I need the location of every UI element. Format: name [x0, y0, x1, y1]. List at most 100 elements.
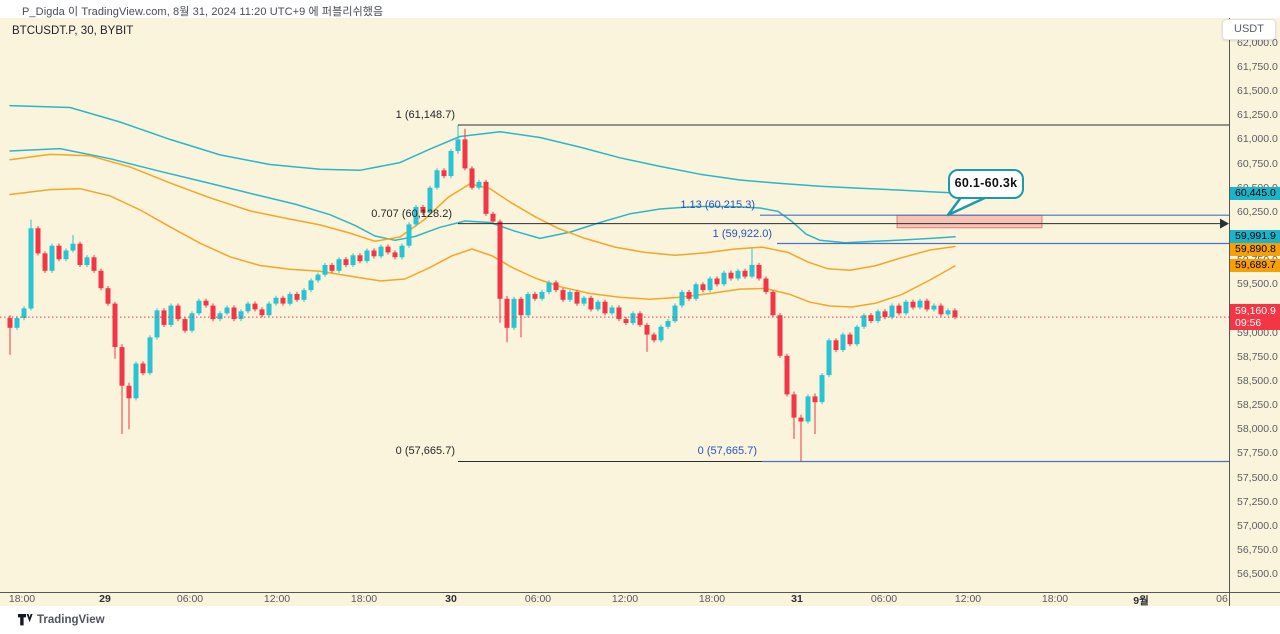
- price-axis[interactable]: 62,000.0 61,750.0 61,500.0 61,250.0 61,000.0…: [1230, 18, 1280, 592]
- time-tick-label: 06:00: [176, 593, 204, 605]
- fib-level-label: 1 (61,148.7): [395, 109, 455, 122]
- candle-body: [770, 292, 776, 316]
- candle-body: [868, 315, 874, 321]
- highlight-zone[interactable]: [896, 214, 1043, 229]
- price-tick-label: 61,750.0: [1237, 60, 1278, 73]
- candle-body: [756, 265, 762, 279]
- candle-body: [938, 305, 944, 315]
- candle-body: [546, 282, 552, 293]
- candle-body: [357, 255, 363, 262]
- indicator-price-tag: 59,991.9: [1230, 230, 1280, 244]
- candle-body: [469, 168, 475, 188]
- candle-body: [910, 301, 916, 308]
- candle-body: [301, 290, 307, 300]
- candle-body: [308, 280, 314, 291]
- symbol-legend[interactable]: BTCUSDT.P, 30, BYBIT: [12, 25, 134, 37]
- candle-body: [952, 310, 958, 318]
- time-tick-label: 9월: [1133, 595, 1149, 607]
- candle-body: [112, 303, 118, 348]
- candle-body: [812, 396, 818, 403]
- candle-body: [196, 300, 202, 314]
- fib-level-label: 0 (57,665.7): [395, 445, 455, 458]
- candle-body: [238, 311, 244, 319]
- candle-body: [336, 259, 342, 271]
- candle-body: [399, 245, 405, 258]
- candle-body: [182, 319, 188, 331]
- price-zone-callout[interactable]: 60.1-60.3k: [948, 169, 1024, 199]
- price-tick-label: 60,750.0: [1237, 157, 1278, 170]
- candle-body: [532, 294, 538, 299]
- footer-brand-text[interactable]: TradingView: [37, 614, 105, 626]
- candle-body: [861, 315, 867, 327]
- candle-body: [672, 305, 678, 322]
- candle-body: [777, 315, 783, 356]
- candle-body: [805, 396, 811, 422]
- publish-text: P_Digda 이 TradingView.com, 8월 31, 2024 1…: [22, 6, 384, 18]
- candle-body: [175, 305, 181, 320]
- candle-body: [476, 181, 482, 188]
- price-tick-label: 57,750.0: [1237, 447, 1278, 460]
- fib-level-label: 1 (59,922.0): [712, 227, 772, 240]
- candle-body: [455, 139, 461, 151]
- candle-body: [553, 282, 559, 291]
- time-tick-label: 18:00: [1041, 593, 1069, 605]
- time-tick-label: 06:00: [870, 593, 898, 605]
- candle-body: [581, 297, 587, 304]
- candle-body: [91, 257, 97, 271]
- candle-body: [35, 228, 41, 254]
- candle-body: [406, 224, 412, 246]
- candle-body: [315, 274, 321, 281]
- band-line-orange-upper: [9, 153, 956, 272]
- time-tick-label: 06: [1216, 593, 1228, 605]
- tradingview-logo-icon[interactable]: [18, 613, 33, 627]
- candle-body: [133, 363, 139, 399]
- candle-body: [791, 394, 797, 418]
- candle-body: [588, 297, 594, 310]
- fib-level-label: 1.13 (60,215.3): [680, 199, 755, 212]
- candle-body: [504, 298, 510, 328]
- candle-body: [511, 298, 517, 328]
- indicator-price-tag: 60,445.0: [1230, 186, 1280, 200]
- candle-body: [364, 250, 370, 262]
- currency-toggle-button[interactable]: USDT: [1222, 19, 1276, 40]
- candle-body: [84, 257, 90, 265]
- candle-body: [462, 139, 468, 169]
- candle-body: [518, 298, 524, 316]
- price-tick-label: 56,750.0: [1237, 543, 1278, 556]
- axis-vertical-border: [1229, 18, 1230, 606]
- candle-body: [7, 318, 13, 328]
- band-line-cyan-upper: [9, 104, 956, 194]
- candle-body: [448, 151, 454, 177]
- candle-body: [490, 213, 496, 222]
- candle-body: [392, 252, 398, 258]
- price-tick-label: 56,500.0: [1237, 568, 1278, 581]
- candle-body: [63, 250, 69, 260]
- time-tick-label: 06:00: [524, 593, 552, 605]
- candle-body: [686, 292, 692, 299]
- candle-body: [168, 305, 174, 325]
- candle-body: [70, 243, 76, 251]
- bar-countdown: 09:56: [1235, 317, 1262, 330]
- candle-body: [945, 310, 951, 315]
- candle-body: [742, 270, 748, 277]
- candle-body: [161, 310, 167, 325]
- time-axis[interactable]: 18:00 29 06:00 12:00 18:00 30 06:00 12:00 18:00 3…: [0, 593, 1229, 607]
- candle-body: [854, 326, 860, 345]
- candle-body: [329, 265, 335, 271]
- candle-body: [77, 243, 83, 265]
- candle-body: [679, 292, 685, 306]
- time-tick-label: 29: [99, 593, 111, 605]
- candle-body: [441, 170, 447, 177]
- candle-body: [105, 288, 111, 304]
- candle-body: [665, 321, 671, 327]
- candle-body: [343, 259, 349, 265]
- candle-body: [917, 300, 923, 308]
- candle-body: [259, 309, 265, 316]
- price-tick-label: 61,000.0: [1237, 133, 1278, 146]
- candle-body: [350, 255, 356, 265]
- candle-body: [875, 311, 881, 321]
- candle-body: [882, 311, 888, 318]
- time-tick-label: 12:00: [611, 593, 639, 605]
- price-chart-canvas[interactable]: [0, 18, 1229, 592]
- candle-body: [630, 313, 636, 323]
